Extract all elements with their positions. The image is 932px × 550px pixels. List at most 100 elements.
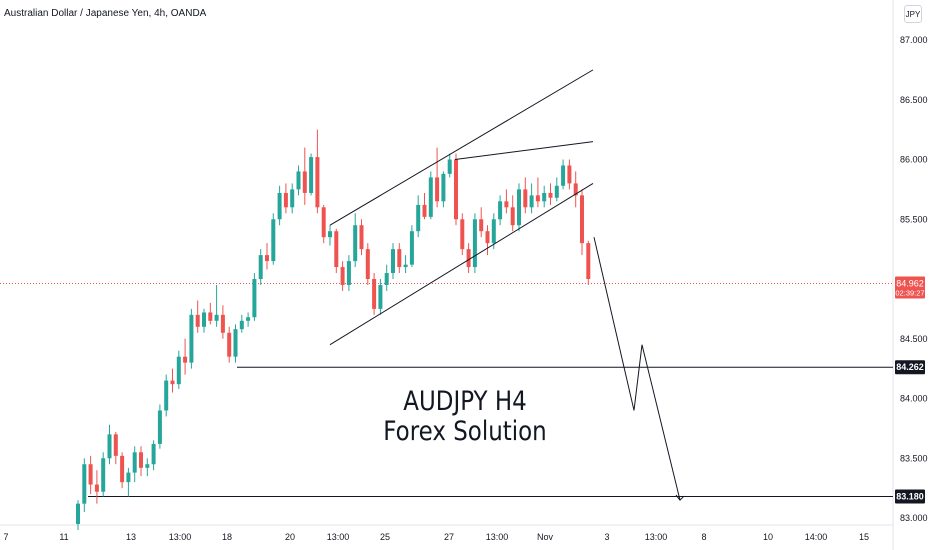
candle — [195, 300, 200, 333]
level-price-tag — [895, 360, 925, 375]
candle-body — [535, 195, 540, 202]
candle — [554, 177, 559, 202]
candle — [176, 350, 181, 389]
candle — [258, 249, 263, 285]
y-tick-label: 86.500 — [900, 95, 928, 105]
candle-body — [586, 243, 591, 279]
trendlines — [329, 69, 685, 501]
candle — [227, 326, 232, 363]
candle-body — [378, 284, 383, 309]
level-price-label: 84.262 — [896, 362, 924, 372]
candle — [88, 455, 93, 495]
candle — [517, 183, 521, 232]
candle-body — [290, 189, 295, 208]
candle-body — [340, 267, 345, 285]
x-tick-label: 3 — [604, 532, 609, 542]
candle — [491, 213, 496, 250]
candle — [82, 458, 87, 513]
x-tick-label: 14:00 — [805, 532, 828, 542]
x-tick-label: 15 — [859, 532, 869, 542]
candle — [76, 500, 80, 530]
candle-body — [573, 183, 578, 196]
candle — [132, 446, 137, 483]
candle-body — [561, 165, 566, 186]
candle — [208, 302, 213, 325]
candle — [94, 470, 99, 504]
x-tick-label: Nov — [537, 532, 554, 542]
candle — [290, 183, 295, 214]
candle-body — [214, 314, 219, 321]
candle — [214, 284, 219, 327]
candle-body — [315, 157, 320, 208]
x-tick-label: 7 — [3, 532, 8, 542]
candle-body — [265, 255, 269, 262]
candle — [435, 147, 440, 208]
candle-body — [296, 171, 301, 190]
time-axis: 7 11 13 13:00 18 20 13:00 25 27 13:00 Nov 3 13:00 8 10… — [3, 532, 869, 542]
candle-body — [321, 207, 326, 238]
candle-body — [183, 356, 188, 363]
current-price-label: 84.962 — [896, 279, 924, 289]
candle — [573, 171, 578, 208]
candle — [403, 255, 408, 274]
candle — [120, 452, 125, 489]
y-tick-label: 85.500 — [900, 214, 928, 224]
y-tick-label: 83.500 — [900, 453, 928, 463]
candle — [460, 213, 465, 256]
candle-body — [529, 195, 534, 208]
candle-body — [365, 249, 370, 279]
x-tick-label: 18 — [222, 532, 232, 542]
candle — [510, 195, 515, 232]
candle-body — [107, 434, 112, 459]
caption-line-2: Forex Solution — [383, 416, 547, 447]
candle — [422, 192, 427, 220]
currency-badge[interactable]: JPY — [904, 5, 922, 23]
candle-body — [397, 249, 402, 268]
candle-body — [567, 165, 572, 184]
x-tick-label: 25 — [380, 532, 390, 542]
candle — [359, 219, 364, 256]
candle — [498, 195, 503, 226]
candle-body — [176, 356, 181, 385]
candle — [409, 225, 414, 268]
candle — [529, 183, 534, 214]
candle — [504, 189, 509, 214]
price-axis: 87.000 86.500 86.000 85.500 84.500 84.000 83.5… — [900, 35, 928, 523]
candle — [126, 467, 131, 497]
candle-body — [523, 189, 528, 208]
candle-body — [94, 484, 99, 492]
candle-body — [466, 249, 471, 268]
candle-body — [454, 159, 458, 220]
candle-body — [208, 312, 213, 321]
y-tick-label: 87.000 — [900, 35, 928, 45]
candle-body — [145, 464, 150, 468]
candle-body — [132, 452, 137, 473]
candle-body — [372, 279, 377, 309]
candle-body — [447, 159, 452, 174]
candle — [542, 185, 547, 208]
candle — [447, 153, 452, 178]
candle — [157, 404, 162, 449]
candle-body — [189, 314, 194, 363]
candle — [107, 424, 112, 465]
candle-body — [277, 192, 282, 220]
candle — [151, 440, 156, 471]
x-tick-label: 13 — [126, 532, 136, 542]
candle — [580, 189, 584, 256]
candle — [428, 171, 433, 220]
chart-caption: AUDJPY H4 Forex Solution — [376, 387, 555, 447]
caption-line-1: AUDJPY H4 — [403, 386, 527, 417]
candle — [535, 177, 540, 208]
x-tick-label: 13:00 — [645, 532, 668, 542]
candle-body — [195, 314, 200, 327]
y-tick-label: 84.000 — [900, 394, 928, 404]
x-tick-label: 27 — [444, 532, 454, 542]
candlesticks — [76, 129, 591, 530]
candle-body — [346, 261, 351, 285]
candle-body — [328, 231, 332, 238]
x-tick-label: 13:00 — [169, 532, 192, 542]
candle — [365, 243, 370, 285]
candle-body — [334, 231, 339, 268]
